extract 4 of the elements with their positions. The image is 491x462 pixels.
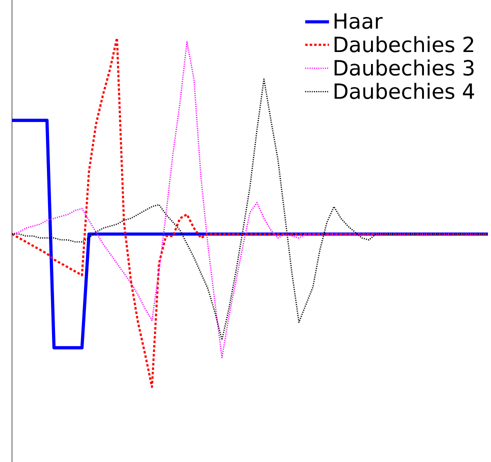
legend-label: Haar [334,13,383,29]
legend-label: Daubechies 2 [334,36,474,52]
legend-label: Daubechies 3 [334,60,474,76]
legend-label: Daubechies 4 [334,82,474,100]
